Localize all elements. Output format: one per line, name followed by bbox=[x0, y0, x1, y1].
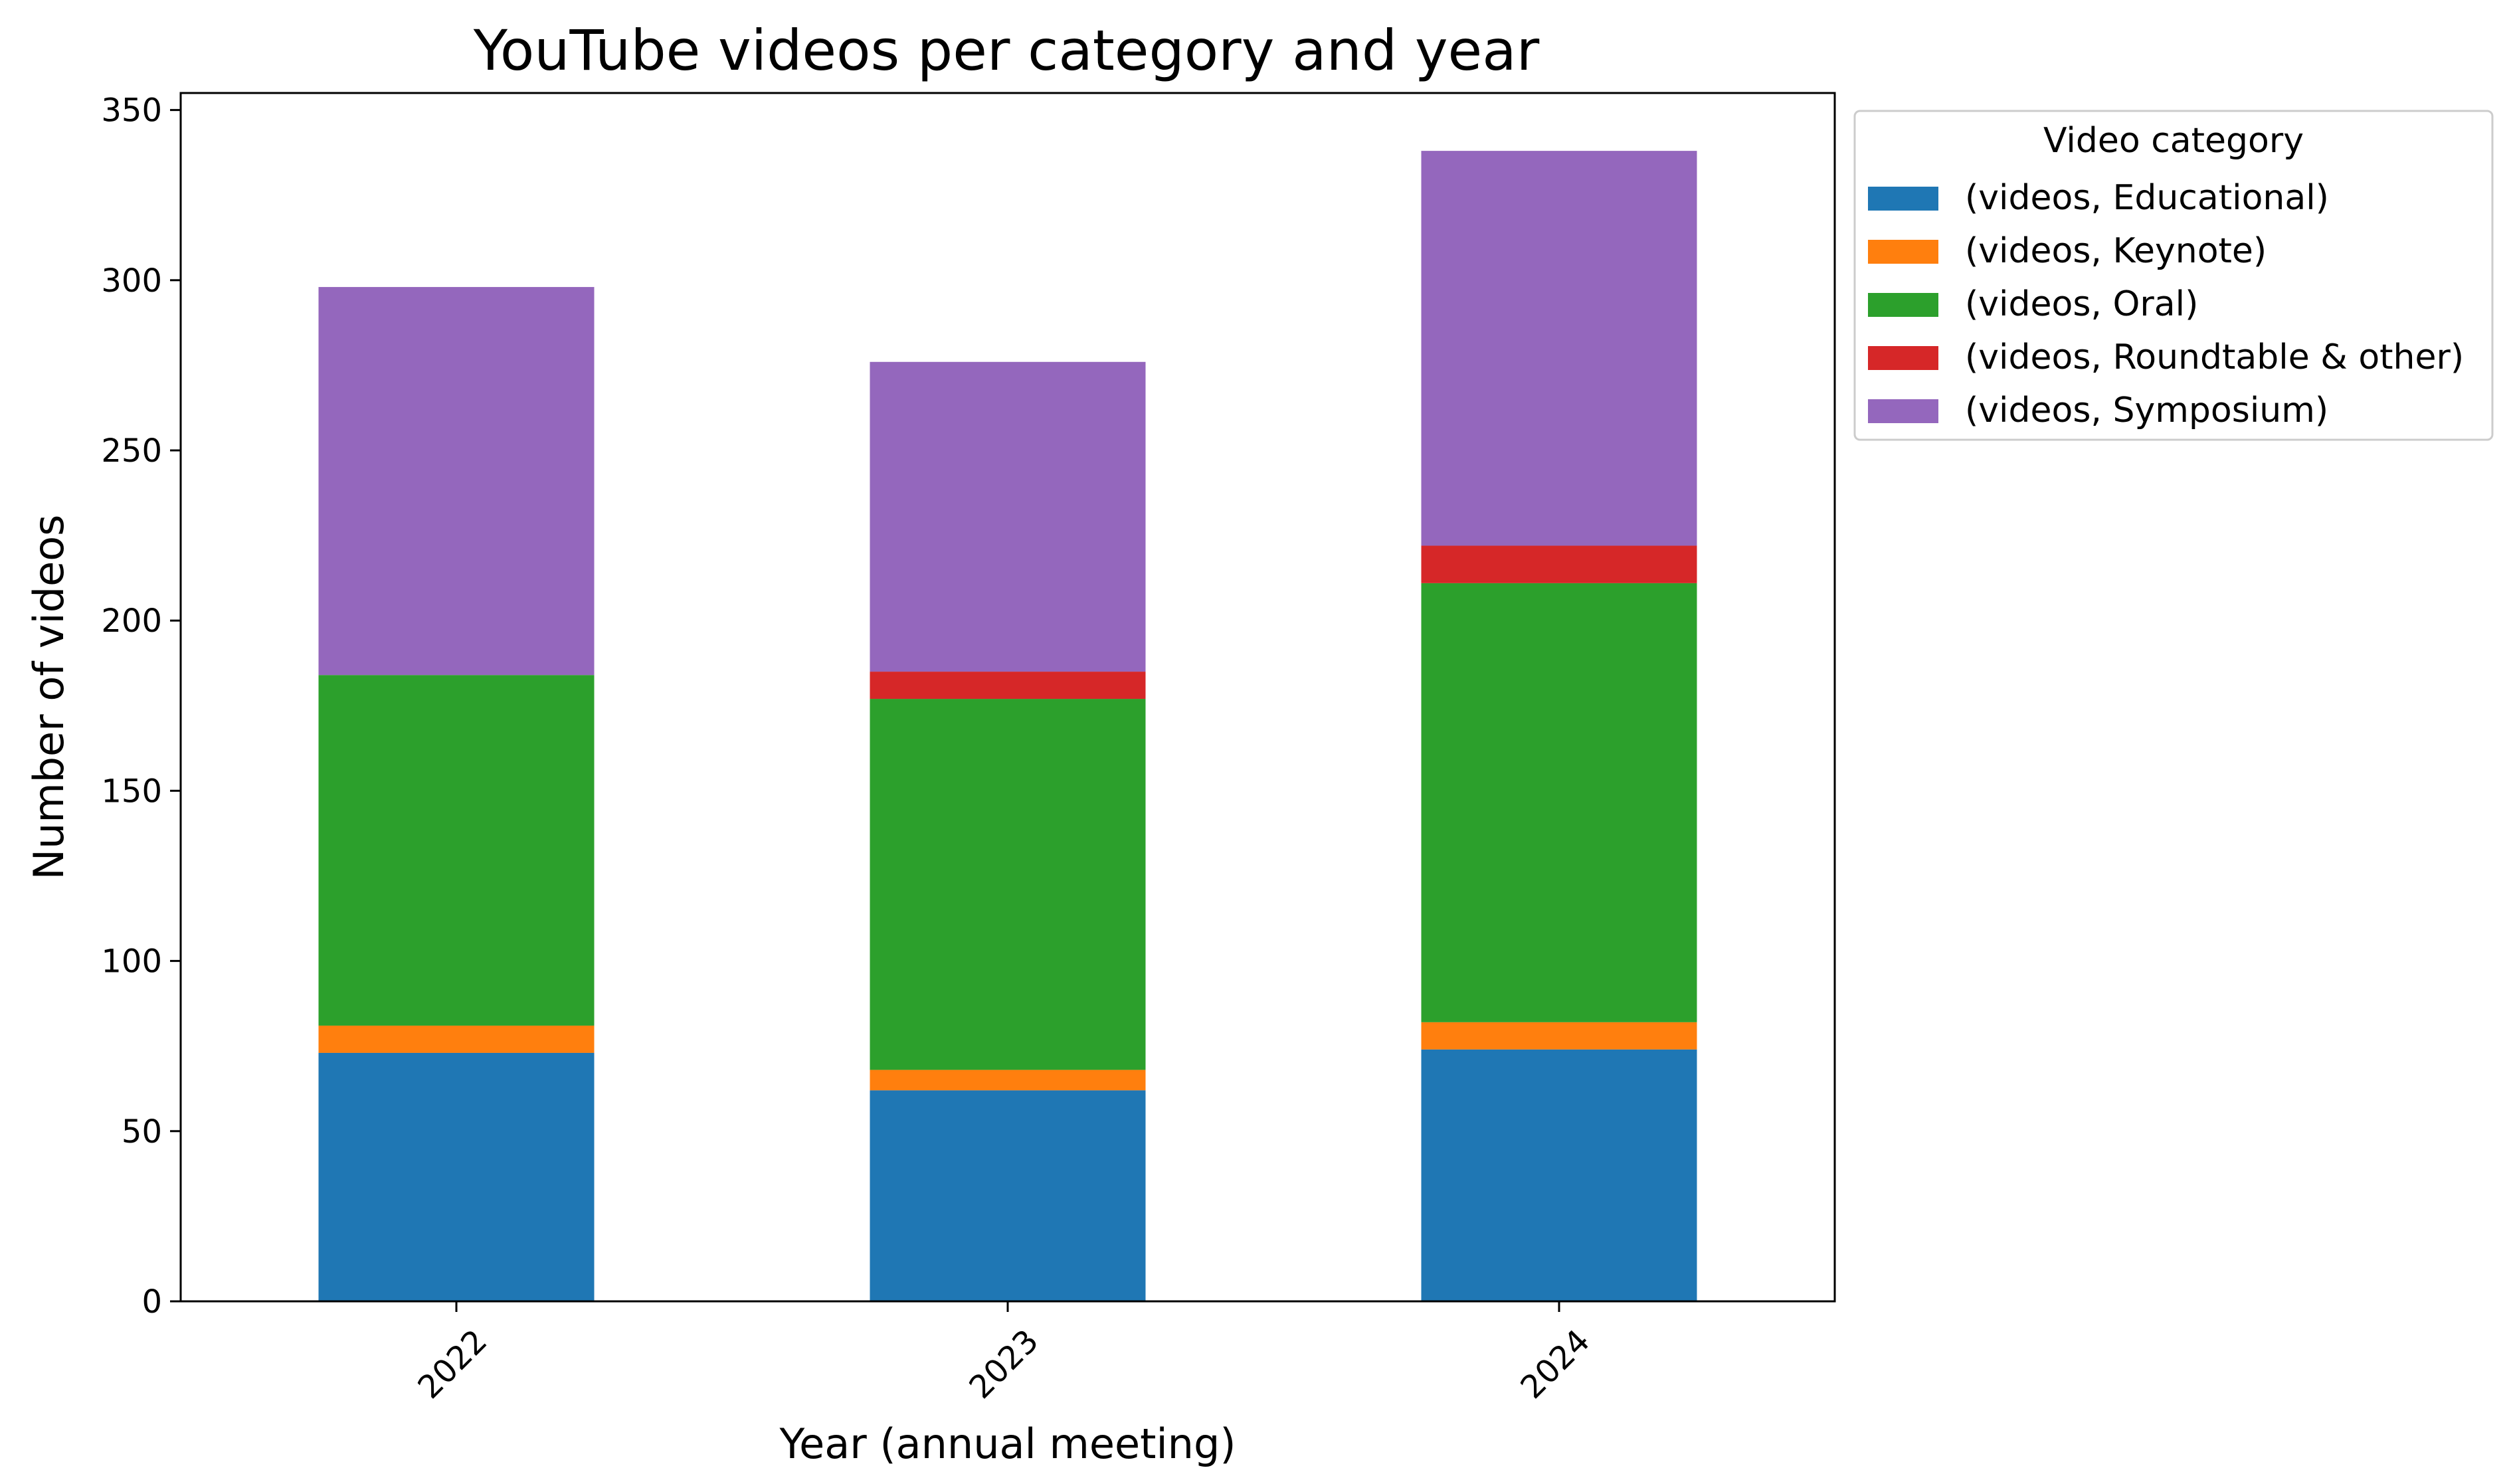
legend-swatch-3 bbox=[1868, 346, 1938, 370]
legend-label-4: (videos, Symposium) bbox=[1965, 391, 2328, 430]
bar-2022-series-2 bbox=[318, 675, 595, 1026]
legend-frame bbox=[1853, 110, 2494, 441]
legend-label-2: (videos, Oral) bbox=[1965, 284, 2198, 324]
bar-2024-series-2 bbox=[1421, 583, 1697, 1022]
legend-swatch-2 bbox=[1868, 293, 1938, 317]
y-tick-label: 150 bbox=[101, 773, 162, 810]
legend-label-3: (videos, Roundtable & other) bbox=[1965, 337, 2464, 377]
bar-2023-series-0 bbox=[870, 1090, 1146, 1301]
bar-2024-series-0 bbox=[1421, 1049, 1697, 1301]
bar-2024-series-4 bbox=[1421, 151, 1697, 546]
legend-label-1: (videos, Keynote) bbox=[1965, 231, 2267, 271]
bar-2022-series-1 bbox=[318, 1025, 595, 1053]
bar-2024-series-3 bbox=[1421, 545, 1697, 583]
y-tick-label: 200 bbox=[101, 603, 162, 640]
legend-label-0: (videos, Educational) bbox=[1965, 178, 2329, 218]
legend-swatch-0 bbox=[1868, 187, 1938, 211]
bar-2022-series-0 bbox=[318, 1052, 595, 1301]
legend: Video category (videos, Educational)(vid… bbox=[1853, 110, 2494, 441]
bars-group bbox=[318, 151, 1697, 1301]
legend-items: (videos, Educational) (videos, Keynote) (v… bbox=[1868, 178, 2464, 430]
y-axis: 0 50 100 150 200 250 300 350 bbox=[101, 92, 181, 1321]
y-tick-label: 100 bbox=[101, 943, 162, 980]
bar-2023-series-1 bbox=[870, 1069, 1146, 1091]
legend-swatch-1 bbox=[1868, 240, 1938, 264]
bar-2024-series-1 bbox=[1421, 1022, 1697, 1050]
y-axis-label: Number of videos bbox=[25, 515, 73, 880]
legend-title: Video category bbox=[2043, 121, 2304, 161]
bar-2023-series-2 bbox=[870, 699, 1146, 1070]
x-axis-label: Year (annual meeting) bbox=[779, 1420, 1236, 1468]
chart-title: YouTube videos per category and year bbox=[473, 18, 1540, 83]
y-tick-label: 50 bbox=[122, 1113, 162, 1151]
y-tick-label: 300 bbox=[101, 262, 162, 300]
bar-2023-series-4 bbox=[870, 361, 1146, 672]
y-tick-label: 350 bbox=[101, 92, 162, 130]
bar-2023-series-3 bbox=[870, 672, 1146, 699]
y-tick-label: 250 bbox=[101, 432, 162, 470]
legend-swatch-4 bbox=[1868, 399, 1938, 423]
bar-2022-series-4 bbox=[318, 287, 595, 676]
y-tick-label: 0 bbox=[141, 1283, 162, 1321]
